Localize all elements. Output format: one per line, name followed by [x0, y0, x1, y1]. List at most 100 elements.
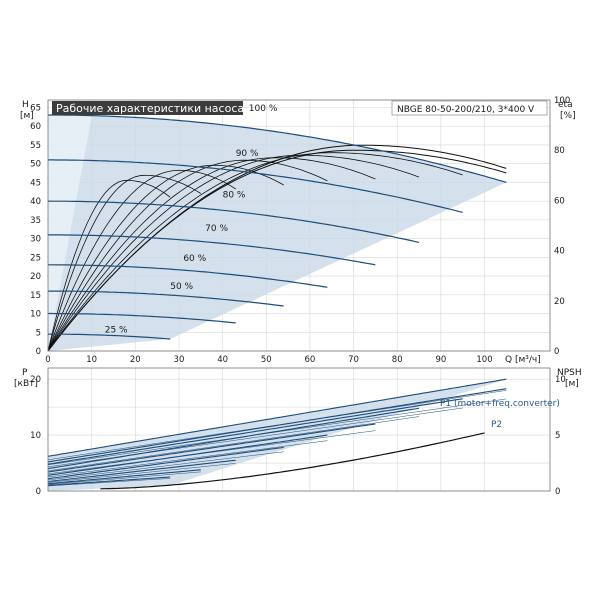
power-curve	[47, 423, 376, 473]
q-tick-label: 20	[130, 355, 141, 365]
efficiency-curve	[47, 174, 202, 352]
power-curve-p2	[47, 416, 420, 472]
power-curve	[47, 446, 284, 480]
head-tick-label: 0	[36, 347, 41, 357]
head-curve	[48, 159, 463, 213]
head-tick-label: 20	[30, 272, 41, 282]
eta-tick-label: 0	[554, 347, 559, 357]
head-tick-label: 35	[30, 216, 41, 226]
right-axis-label: eta	[558, 100, 573, 110]
speed-label: 70 %	[205, 224, 228, 234]
head-tick-label: 15	[30, 291, 41, 301]
head-curves: 100 % 90 % 80 % 70 % 60 % 25 % 50 %	[47, 104, 507, 340]
power-axis-unit: [кВт]	[14, 379, 38, 389]
efficiency-curve	[47, 179, 171, 352]
speed-label: 50 %	[170, 282, 193, 292]
q-tick-label: 70	[348, 355, 359, 365]
efficiency-curve	[47, 157, 376, 352]
speed-label: 25 %	[105, 325, 128, 335]
series-label-p2: P2	[491, 420, 502, 430]
head-tick-label: 50	[30, 160, 41, 170]
power-curve	[47, 434, 328, 476]
power-curve-p2	[47, 471, 201, 485]
eta-tick-label: 80	[554, 146, 565, 156]
npsh-axis-label: NPSH	[557, 368, 582, 378]
head-curve	[48, 114, 507, 183]
q-tick-label: 100	[476, 355, 492, 365]
head-curve	[48, 333, 171, 340]
head-curve	[48, 264, 328, 288]
head-panel-frame	[47, 99, 551, 352]
head-tick-label: 25	[30, 253, 41, 263]
npsh-axis-unit: [м]	[565, 379, 579, 389]
speed-label: 90 %	[236, 149, 259, 159]
title-box: Рабочие характеристики насоса	[52, 101, 244, 115]
head-tick-label: 65	[30, 103, 41, 113]
head-tick-label: 40	[30, 197, 41, 207]
head-tick-label: 10	[30, 310, 41, 320]
speed-label: 60 %	[183, 254, 206, 264]
eta-tick-label: 100	[554, 96, 570, 106]
power-curve-p2	[47, 440, 328, 478]
left-axis-ticks: 0 5 10 15 20 25 30 35 40 45 50 55 60 65	[30, 103, 41, 357]
q-tick-label: 80	[392, 355, 403, 365]
power-curves	[47, 378, 507, 487]
left-axis-label: H	[22, 100, 29, 110]
npsh-curve	[100, 432, 485, 490]
power-panel-frame	[47, 367, 551, 492]
eta-tick-label: 40	[554, 247, 565, 257]
speed-label: 100 %	[249, 104, 278, 114]
head-tick-label: 55	[30, 141, 41, 151]
head-tick-label: 30	[30, 235, 41, 245]
power-curve-p2	[47, 463, 236, 483]
efficiency-curve	[47, 164, 284, 352]
q-tick-label: 10	[86, 355, 97, 365]
operating-area-head-left	[48, 115, 92, 351]
power-axis-label: P	[22, 368, 28, 378]
eta-tick-label: 60	[554, 196, 565, 206]
head-curve	[48, 234, 376, 266]
npsh-tick-label: 0	[555, 487, 560, 497]
x-axis-ticks: 0 10 20 30 40 50 60 70 80 90 100	[45, 355, 492, 365]
head-tick-label: 60	[30, 122, 41, 132]
power-tick-label: 0	[36, 487, 41, 497]
power-curve	[47, 459, 236, 483]
power-curve-p2	[47, 451, 284, 481]
right-axis-ticks: 0 20 40 60 80 100	[554, 96, 570, 357]
pump-model: NBGE 80-50-200/210, 3*400 V	[397, 105, 535, 115]
q-tick-label: 40	[217, 355, 228, 365]
q-tick-label: 60	[304, 355, 315, 365]
head-panel: 100 % 90 % 80 % 70 % 60 % 25 % 50 % Рабочие ха…	[20, 96, 576, 365]
power-curve	[47, 476, 171, 486]
power-left-ticks: 0 10 20	[30, 375, 41, 497]
head-tick-label: 5	[36, 328, 41, 338]
q-tick-label: 50	[261, 355, 272, 365]
speed-label: 80 %	[223, 190, 246, 200]
x-axis-label: Q [м³/ч]	[505, 355, 541, 365]
eta-tick-label: 20	[554, 297, 565, 307]
right-axis-unit: [%]	[560, 111, 576, 121]
operating-area-head	[48, 115, 507, 351]
efficiency-curves	[47, 144, 507, 352]
model-box: NBGE 80-50-200/210, 3*400 V	[391, 100, 548, 116]
npsh-tick-label: 10	[555, 375, 566, 385]
efficiency-curve	[47, 159, 328, 352]
head-tick-label: 45	[30, 178, 41, 188]
q-tick-label: 90	[435, 355, 446, 365]
series-label-p1: P1 (motor+freq.converter)	[440, 399, 560, 409]
head-curve	[48, 312, 236, 324]
q-tick-label: 0	[45, 355, 50, 365]
power-tick-label: 10	[30, 431, 41, 441]
efficiency-curve	[47, 154, 420, 352]
power-curve	[47, 407, 420, 470]
head-curve	[48, 290, 284, 307]
power-curve	[47, 388, 507, 463]
power-panel: P [кВт] NPSH [м] 0 10 20 0 5 10 P1 (motor+fr…	[14, 367, 582, 497]
efficiency-curve	[47, 169, 236, 352]
power-curve-p2	[47, 478, 171, 487]
q-tick-label: 30	[174, 355, 185, 365]
power-curve	[47, 469, 201, 485]
npsh-tick-label: 5	[555, 431, 560, 441]
power-tick-label: 20	[30, 375, 41, 385]
